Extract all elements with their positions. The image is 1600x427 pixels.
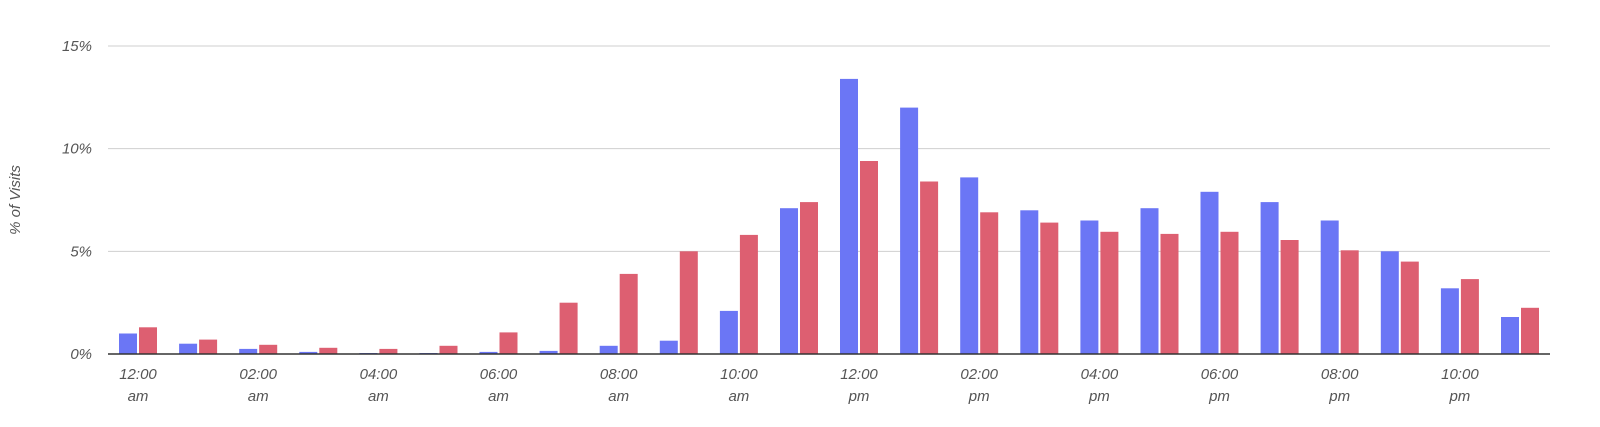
- bar-series-2: [1100, 231, 1119, 354]
- bar-series-2: [800, 202, 818, 354]
- x-tick-label-period: am: [488, 388, 509, 405]
- bar-series-2: [439, 345, 458, 354]
- bars: [119, 78, 1539, 355]
- x-tick-label-period: pm: [848, 388, 870, 405]
- y-tick-label: 15%: [62, 38, 92, 55]
- x-tick-label-time: 10:00: [1441, 366, 1479, 383]
- y-tick-label: 5%: [70, 243, 92, 260]
- bar-series-2: [199, 339, 218, 354]
- x-tick-label-period: am: [728, 388, 749, 405]
- bar-series-1: [1140, 208, 1159, 354]
- bar-series-1: [239, 348, 258, 354]
- bar-series-2: [379, 348, 398, 354]
- bar-series-2: [1400, 261, 1419, 354]
- bar-series-2: [860, 161, 878, 354]
- x-tick-label-time: 06:00: [1201, 366, 1239, 383]
- x-tick-label-period: am: [368, 388, 389, 405]
- bar-series-2: [1040, 222, 1059, 354]
- bar-series-1: [840, 78, 858, 355]
- bar-series-1: [479, 351, 498, 354]
- x-axis-ticks: 12:00 am 02:00 am 04:00 am 06:00 am 08:00 am 10:00…: [119, 366, 1479, 405]
- x-tick-label-time: 04:00: [360, 366, 398, 383]
- bar-series-1: [299, 351, 318, 354]
- x-tick-label-period: am: [128, 388, 149, 405]
- x-tick-label-time: 02:00: [960, 366, 998, 383]
- y-axis-ticks: 0% 5% 10% 15%: [62, 38, 92, 363]
- bar-series-2: [739, 234, 758, 354]
- bar-series-2: [319, 347, 338, 354]
- bar-series-2: [980, 212, 999, 354]
- y-axis-label: % of Visits: [7, 165, 24, 235]
- bar-series-1: [1320, 220, 1339, 354]
- bar-series-1: [719, 310, 738, 354]
- bar-series-2: [619, 273, 638, 354]
- bar-series-2: [259, 344, 278, 354]
- bar-series-1: [1440, 288, 1459, 354]
- bar-series-1: [119, 333, 137, 354]
- bar-series-2: [1340, 250, 1359, 354]
- bar-series-2: [1521, 307, 1539, 354]
- x-tick-label-time: 12:00: [840, 366, 878, 383]
- bar-series-2: [679, 251, 698, 354]
- x-tick-label-time: 08:00: [1321, 366, 1359, 383]
- bar-series-2: [1460, 279, 1479, 354]
- bar-series-1: [1501, 317, 1519, 354]
- x-tick-label-time: 06:00: [480, 366, 518, 383]
- bar-series-1: [599, 345, 618, 354]
- x-tick-label-period: am: [608, 388, 629, 405]
- x-tick-label-time: 10:00: [720, 366, 758, 383]
- bar-series-2: [920, 181, 939, 354]
- bar-series-1: [1020, 210, 1039, 354]
- bar-series-2: [1280, 240, 1299, 354]
- bar-series-1: [1200, 191, 1219, 354]
- bar-series-1: [659, 340, 678, 354]
- x-tick-label-period: pm: [1328, 388, 1350, 405]
- y-tick-label: 0%: [70, 346, 92, 363]
- y-tick-label: 10%: [62, 141, 92, 158]
- gridlines: [108, 45, 1550, 252]
- x-tick-label-period: pm: [1208, 388, 1230, 405]
- bar-series-1: [179, 343, 198, 354]
- bar-series-1: [539, 350, 558, 354]
- bar-series-2: [139, 327, 157, 354]
- bar-series-1: [1260, 202, 1279, 354]
- x-tick-label-period: am: [248, 388, 269, 405]
- bar-series-1: [960, 177, 979, 354]
- x-tick-label-time: 04:00: [1081, 366, 1119, 383]
- x-tick-label-period: pm: [968, 388, 990, 405]
- x-tick-label-time: 02:00: [239, 366, 277, 383]
- bar-series-2: [1220, 231, 1239, 354]
- bar-series-1: [900, 107, 919, 354]
- x-tick-label-period: pm: [1448, 388, 1470, 405]
- x-tick-label-time: 12:00: [119, 366, 157, 383]
- bar-series-1: [1380, 251, 1399, 354]
- bar-series-2: [1160, 233, 1179, 354]
- bar-series-2: [559, 302, 578, 354]
- x-tick-label-time: 08:00: [600, 366, 638, 383]
- x-tick-label-period: pm: [1088, 388, 1110, 405]
- bar-series-1: [1080, 220, 1099, 354]
- bar-series-2: [499, 332, 518, 354]
- bar-series-1: [780, 208, 798, 354]
